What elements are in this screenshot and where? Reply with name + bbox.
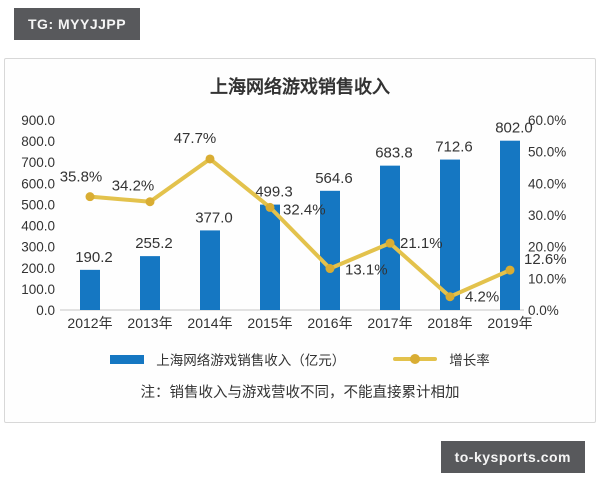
growth-rate-label: 32.4% <box>283 201 326 218</box>
left-axis-tick: 0.0 <box>36 303 55 318</box>
line-marker-icon <box>445 292 455 302</box>
bar-value-label: 377.0 <box>195 209 233 226</box>
line-series-swatch <box>393 353 438 365</box>
bar-value-label: 499.3 <box>255 184 293 201</box>
left-axis-tick: 800.0 <box>21 134 55 149</box>
line-marker-icon <box>505 265 515 275</box>
growth-rate-label: 12.6% <box>524 251 567 268</box>
right-axis-tick: 0.0% <box>528 303 559 318</box>
right-axis-tick: 60.0% <box>528 113 566 128</box>
bar <box>80 269 100 310</box>
bar <box>500 140 520 310</box>
bar-series-swatch <box>110 354 145 364</box>
line-marker-icon <box>325 264 335 274</box>
line-marker-icon <box>85 192 95 202</box>
bar-value-label: 564.6 <box>315 170 353 187</box>
bar <box>140 256 160 310</box>
bar <box>380 165 400 310</box>
left-axis-tick: 900.0 <box>21 113 55 128</box>
x-axis-label: 2014年 <box>187 315 232 331</box>
left-axis-tick: 600.0 <box>21 176 55 191</box>
bar-value-label: 683.8 <box>375 145 413 162</box>
growth-rate-label: 21.1% <box>400 235 443 252</box>
x-axis-label: 2015年 <box>247 315 292 331</box>
line-marker-icon <box>145 197 155 207</box>
left-axis-tick: 100.0 <box>21 282 55 297</box>
bar-value-label: 255.2 <box>135 235 173 252</box>
x-axis-label: 2018年 <box>427 315 472 331</box>
bar <box>320 190 340 310</box>
growth-rate-label: 4.2% <box>465 289 499 306</box>
chart-legend: 上海网络游戏销售收入（亿元） 增长率 <box>5 349 595 369</box>
left-axis-tick: 400.0 <box>21 219 55 234</box>
growth-rate-label: 35.8% <box>60 169 103 186</box>
bar-series-label: 上海网络游戏销售收入（亿元） <box>156 353 346 368</box>
bar-value-label: 712.6 <box>435 139 473 156</box>
bar <box>260 204 280 310</box>
x-axis-label: 2019年 <box>487 315 532 331</box>
left-axis-tick: 200.0 <box>21 261 55 276</box>
telegram-watermark-badge: TG: MYYJJPP <box>14 8 141 40</box>
chart-note: 注：销售收入与游戏营收不同，不能直接累计相加 <box>140 385 460 401</box>
x-axis-label: 2012年 <box>67 315 112 331</box>
bar <box>440 159 460 310</box>
bar-value-label: 190.2 <box>75 249 113 266</box>
chart-panel: 上海网络游戏销售收入 0.0 100.0 200.0 300.0 400.0 500.0 6… <box>4 58 596 423</box>
left-axis-tick: 300.0 <box>21 240 55 255</box>
right-axis-tick: 40.0% <box>528 176 566 191</box>
growth-rate-line <box>88 156 512 299</box>
chart-title: 上海网络游戏销售收入 <box>210 77 390 97</box>
x-axis-label: 2016年 <box>307 315 352 331</box>
line-swatch-marker-icon <box>410 354 421 364</box>
growth-rate-label: 13.1% <box>345 262 388 279</box>
line-marker-icon <box>205 154 215 164</box>
x-axis-label: 2013年 <box>127 315 172 331</box>
left-axis-tick: 700.0 <box>21 155 55 170</box>
growth-rate-label: 34.2% <box>112 178 155 195</box>
right-axis-tick: 10.0% <box>528 271 566 286</box>
line-marker-icon <box>385 238 395 248</box>
left-axis-tick: 500.0 <box>21 197 55 212</box>
line-series-label: 增长率 <box>449 353 490 368</box>
bar <box>200 230 220 310</box>
site-watermark-badge: to-kysports.com <box>440 441 585 473</box>
bar-value-label: 802.0 <box>495 120 533 137</box>
right-axis-tick: 20.0% <box>528 240 566 255</box>
growth-rate-label: 47.7% <box>174 130 217 147</box>
line-marker-icon <box>265 202 275 212</box>
x-axis-label: 2017年 <box>367 315 412 331</box>
right-axis-tick: 50.0% <box>528 145 566 160</box>
right-axis-tick: 30.0% <box>528 208 566 223</box>
